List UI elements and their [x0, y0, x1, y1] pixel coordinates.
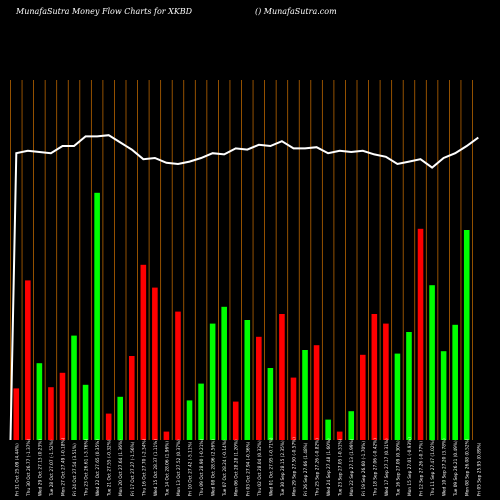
money-flow-bar: [105, 413, 112, 440]
x-tick-label: Wed 01 Oct 27.95 (-0.71%): [268, 437, 274, 496]
x-tick-label: Mon 15 Sep 27.01 (-0.93%): [407, 437, 413, 496]
x-tick-label: Mon 08 Sep 26.08 (0.52%): [465, 438, 471, 496]
x-tick-label: Tue 21 Oct 27.55 (-0.32%): [107, 439, 113, 497]
grid-lines: [10, 80, 473, 440]
x-axis-labels: Fri 31 Oct 25.09 (4.44%) Thu 30 Oct 26.77…: [14, 437, 482, 497]
money-flow-bar: [463, 230, 470, 440]
money-flow-bar: [406, 332, 412, 440]
x-tick-label: Wed 29 Oct 27.13 (0.23%): [37, 439, 43, 496]
money-flow-bar: [313, 345, 320, 440]
x-tick-label: Fri 03 Oct 27.94 (-0.36%): [245, 441, 251, 496]
chart-title: MunafaSutra Money Flow Charts for XKBD: [16, 7, 193, 16]
money-flow-bars: [13, 192, 470, 440]
price-line-group: [9, 134, 479, 441]
x-tick-label: Mon 06 Oct 28.28 (1.20%): [234, 439, 240, 496]
x-tick-label: Thu 02 Oct 28.04 (0.32%): [257, 440, 263, 497]
money-flow-bar: [383, 323, 389, 440]
money-flow-bar: [394, 353, 401, 440]
money-flow-bar: [267, 368, 274, 440]
money-flow-bar: [209, 323, 216, 440]
x-tick-label: Fri 05 Sep 25.95 (0.89%): [476, 442, 482, 496]
money-flow-bar: [48, 387, 54, 440]
x-tick-label: Tue 09 Sep 26.21 (0.49%): [453, 440, 459, 497]
money-flow-bar: [256, 336, 262, 440]
x-tick-label: Thu 16 Oct 27.70 (-2.34%): [141, 438, 147, 497]
x-tick-label: Thu 30 Oct 26.77 (-1.37%): [26, 438, 32, 497]
x-tick-label: Mon 20 Oct 27.64 (1.36%): [118, 439, 124, 496]
x-tick-label: Wed 15 Oct 28.37 (1.11%): [153, 439, 159, 496]
x-tick-label: Wed 22 Oct 27.65 (0.35%): [95, 439, 101, 496]
x-tick-label: Fri 19 Sep 26.60 (-1.70%): [361, 441, 367, 496]
x-tick-label: Fri 26 Sep 27.66 (1.48%): [303, 442, 309, 496]
money-flow-bar: [13, 388, 20, 440]
x-tick-label: Tue 30 Sep 28.15 (2.35%): [280, 440, 286, 497]
money-flow-bar: [117, 396, 124, 440]
money-flow-bar: [59, 372, 66, 440]
x-tick-label: Mon 13 Oct 27.52 (0.37%): [176, 439, 182, 496]
x-tick-label: Fri 17 Oct 27.27 (-1.56%): [130, 441, 136, 496]
x-tick-label: Mon 22 Sep 27.13 (1.99%): [349, 438, 355, 496]
money-flow-bar: [325, 419, 331, 440]
money-flow-bar: [279, 314, 285, 440]
x-tick-label: Thu 25 Sep 27.26 (-0.82%): [315, 438, 321, 497]
money-flow-bar: [140, 264, 147, 440]
money-flow-bar: [302, 350, 308, 440]
x-tick-label: Thu 18 Sep 27.06 (-0.42%): [372, 438, 378, 497]
x-tick-label: Wed 08 Oct 28.96 (2.56%): [211, 439, 217, 496]
x-tick-label: Tue 14 Oct 28.06 (1.96%): [164, 441, 170, 497]
money-flow-bar: [152, 287, 158, 440]
money-flow-bar: [336, 431, 343, 440]
x-tick-label: Tue 07 Oct 28.24 (-0.14%): [222, 439, 228, 497]
x-tick-label: Fri 12 Sep 27.26 (-0.77%): [419, 441, 425, 496]
x-tick-label: Thu 11 Sep 27.47 (1.02%): [430, 439, 436, 497]
money-flow-bar: [198, 383, 204, 440]
money-flow-bar: [128, 356, 135, 440]
money-flow-bar: [186, 400, 193, 440]
price-line: [9, 134, 479, 441]
money-flow-bar: [244, 320, 251, 440]
money-flow-bar: [359, 354, 366, 440]
x-tick-label: Fri 24 Oct 27.54 (3.51%): [72, 443, 78, 496]
x-tick-label: Mon 27 Oct 27.49 (-0.18%): [60, 437, 66, 496]
money-flow-bar: [82, 384, 89, 440]
money-flow-bar: [94, 192, 100, 440]
x-tick-label: Tue 28 Oct 27.07 (-1.52%): [49, 439, 55, 497]
money-flow-bar: [417, 228, 424, 440]
money-flow-bar: [36, 363, 43, 440]
money-flow-bar: [371, 314, 378, 440]
x-tick-label: Fri 10 Oct 27.42 (-5.11%): [188, 441, 194, 496]
x-tick-label: Wed 10 Sep 27.20 (3.78%): [442, 438, 448, 496]
x-tick-label: Mon 29 Sep 27.50 (-0.57%): [291, 437, 297, 496]
money-flow-bar: [175, 311, 181, 440]
x-tick-label: Wed 24 Sep 27.48 (1.60%): [326, 438, 332, 496]
x-tick-label: Thu 23 Oct 26.61 (-3.76%): [84, 438, 90, 497]
site-credit: () MunafaSutra.com: [255, 7, 337, 16]
money-flow-bar: [452, 324, 458, 440]
money-flow-bar: [71, 335, 77, 440]
money-flow-bar: [232, 401, 239, 440]
money-flow-bar: [348, 411, 355, 440]
money-flow-bar: [25, 280, 31, 440]
x-tick-label: Thu 09 Oct 28.90 (-0.21%): [199, 438, 205, 497]
x-tick-label: Tue 16 Sep 27.09 (0.30%): [395, 440, 401, 497]
money-flow-bar: [290, 377, 297, 440]
x-tick-label: Fri 31 Oct 25.09 (4.44%): [14, 443, 20, 496]
money-flow-bar: [429, 285, 435, 440]
x-tick-label: Tue 23 Sep 27.05 (-0.31%): [338, 438, 344, 497]
money-flow-bar: [221, 306, 227, 440]
money-flow-bar: [163, 431, 170, 440]
money-flow-bar: [440, 351, 447, 440]
x-tick-label: Wed 17 Sep 27.17 (0.31%): [384, 438, 390, 496]
